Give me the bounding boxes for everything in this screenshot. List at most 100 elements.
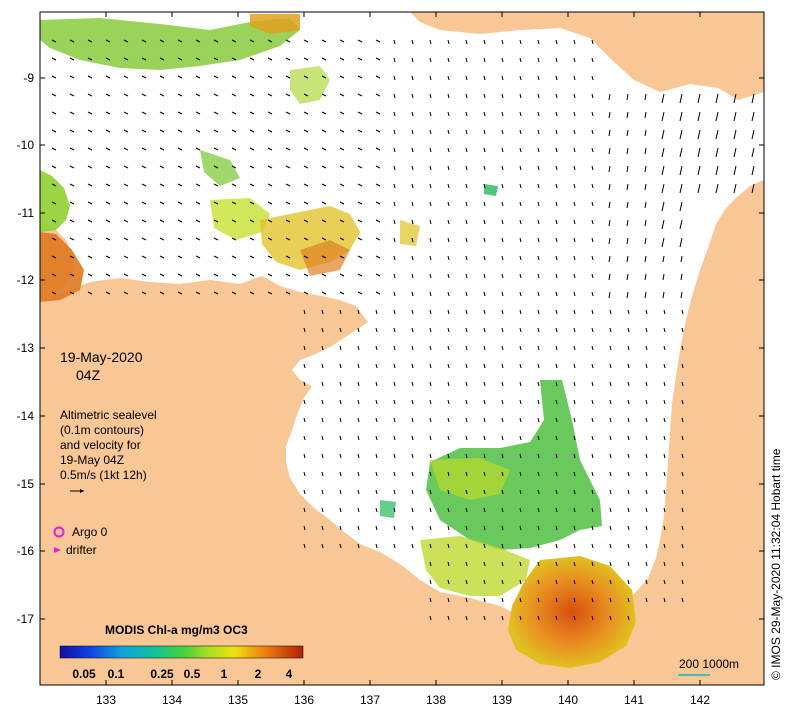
- velocity-arrow: [195, 291, 201, 295]
- velocity-arrow: [501, 363, 504, 369]
- velocity-arrow: [537, 471, 540, 477]
- velocity-arrow: [733, 147, 737, 158]
- velocity-arrow: [626, 255, 629, 263]
- velocity-arrow: [519, 363, 522, 369]
- velocity-arrow: [123, 291, 129, 295]
- velocity-arrow: [69, 147, 75, 151]
- velocity-arrow: [501, 57, 504, 63]
- chlorophyll-patches: [40, 14, 636, 668]
- velocity-arrow: [627, 363, 630, 369]
- velocity-arrow: [429, 453, 432, 459]
- velocity-arrow: [339, 165, 345, 169]
- velocity-arrow: [411, 417, 414, 423]
- velocity-arrow: [483, 57, 486, 63]
- velocity-arrow: [411, 471, 414, 477]
- velocity-arrow: [195, 255, 201, 259]
- velocity-arrow: [285, 57, 291, 61]
- velocity-arrow: [645, 399, 648, 405]
- velocity-arrow: [591, 327, 594, 333]
- velocity-arrow: [573, 345, 576, 351]
- velocity-arrow: [375, 147, 381, 151]
- velocity-arrow: [483, 453, 486, 459]
- velocity-arrow: [679, 147, 683, 158]
- velocity-arrow: [177, 291, 183, 295]
- velocity-arrow: [357, 93, 363, 97]
- velocity-arrow: [465, 291, 468, 297]
- velocity-arrow: [447, 597, 450, 603]
- velocity-arrow: [483, 75, 486, 81]
- velocity-arrow: [733, 183, 737, 194]
- velocity-arrow: [681, 399, 684, 405]
- velocity-arrow: [447, 525, 450, 531]
- velocity-arrow: [681, 381, 684, 387]
- velocity-arrow: [555, 561, 558, 567]
- velocity-arrow: [429, 561, 432, 567]
- velocity-arrow: [123, 183, 129, 187]
- velocity-arrow: [591, 237, 594, 243]
- legend-line-2: (0.1m contours): [60, 423, 144, 437]
- velocity-arrow: [447, 399, 450, 405]
- velocity-arrow: [447, 255, 450, 261]
- velocity-arrow: [681, 561, 684, 567]
- velocity-arrow: [483, 345, 486, 351]
- velocity-arrow: [213, 147, 219, 151]
- velocity-arrow: [537, 327, 540, 333]
- velocity-arrow: [483, 507, 486, 513]
- velocity-arrow: [645, 381, 648, 387]
- velocity-arrow: [626, 147, 629, 155]
- velocity-arrow: [645, 579, 648, 585]
- velocity-arrow: [177, 273, 183, 277]
- velocity-arrow: [375, 453, 378, 459]
- velocity-arrow: [105, 147, 111, 151]
- velocity-arrow: [645, 345, 648, 351]
- velocity-arrow: [465, 165, 468, 171]
- lon-tick-label: 140: [558, 693, 578, 707]
- velocity-arrow: [195, 57, 201, 61]
- velocity-arrow: [591, 39, 594, 45]
- velocity-arrow: [357, 399, 360, 405]
- velocity-arrow: [393, 381, 396, 387]
- velocity-arrow: [429, 111, 432, 117]
- velocity-arrow: [645, 363, 648, 369]
- velocity-arrow: [141, 201, 147, 205]
- velocity-arrow: [645, 417, 648, 423]
- colorbar-labels: 0.05 0.1 0.25 0.5 1 2 4: [72, 667, 292, 681]
- colorbar-tick-label: 2: [255, 667, 262, 681]
- lon-tick-label: 136: [294, 693, 314, 707]
- colorbar-tick-label: 4: [286, 667, 293, 681]
- velocity-arrow: [501, 471, 504, 477]
- velocity-arrow: [537, 111, 540, 117]
- velocity-arrow: [465, 111, 468, 117]
- velocity-arrow: [751, 111, 755, 122]
- velocity-arrow: [733, 93, 737, 104]
- velocity-arrow: [465, 417, 468, 423]
- velocity-arrow: [393, 453, 396, 459]
- velocity-arrow: [321, 219, 327, 223]
- velocity-arrow: [591, 309, 594, 315]
- velocity-arrow: [681, 597, 684, 603]
- velocity-arrow: [321, 255, 327, 259]
- velocity-arrow: [573, 291, 576, 297]
- velocity-arrow: [87, 39, 93, 43]
- velocity-arrow: [69, 111, 75, 115]
- lat-tick-label: -15: [17, 477, 35, 491]
- velocity-arrow: [249, 111, 255, 115]
- velocity-arrow: [213, 201, 219, 205]
- velocity-arrow: [375, 93, 381, 97]
- velocity-arrow: [429, 417, 432, 423]
- velocity-arrow: [69, 183, 75, 187]
- velocity-arrow: [591, 471, 594, 477]
- velocity-arrow: [663, 597, 666, 603]
- velocity-arrow: [303, 255, 309, 259]
- velocity-arrow: [608, 273, 611, 281]
- velocity-arrow: [537, 561, 540, 567]
- velocity-arrow: [715, 111, 719, 122]
- velocity-arrow: [429, 597, 432, 603]
- velocity-arrow: [609, 399, 612, 405]
- velocity-arrow: [501, 453, 504, 459]
- velocity-arrow: [519, 543, 522, 549]
- velocity-arrow: [393, 489, 396, 495]
- velocity-arrow: [681, 363, 684, 369]
- velocity-arrow: [609, 327, 612, 333]
- velocity-arrow: [393, 219, 396, 225]
